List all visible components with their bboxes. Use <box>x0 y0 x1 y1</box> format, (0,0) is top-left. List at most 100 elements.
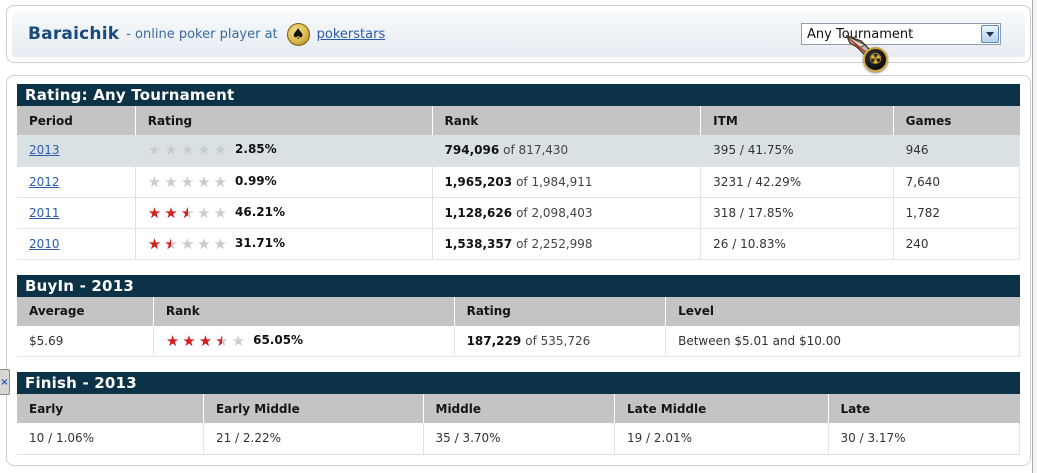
rank-value: 794,096 <box>444 143 500 158</box>
rank-total: of 2,252,998 <box>516 236 593 251</box>
buyin-col-header: Average <box>17 296 154 326</box>
finish-col-header: Late Middle <box>613 394 828 423</box>
rating-percent: 2.85% <box>235 142 277 157</box>
star-empty-icon: ★ <box>213 203 228 222</box>
star-empty-icon: ★ <box>147 141 162 160</box>
rank-total: of 1,984,911 <box>516 174 593 189</box>
star-rating: ★ ★ ★ ★ ★ <box>148 143 227 158</box>
period-link[interactable]: 2011 <box>29 205 60 220</box>
table-row: 10 / 1.06% 21 / 2.22% 35 / 3.70% 19 / 2.01%… <box>17 423 1020 455</box>
star-rating: ★ ★ ★ ★ ★ <box>147 234 228 253</box>
finish-col-header: Early Middle <box>202 394 423 423</box>
rank-cell: 794,096 of 817,430 <box>431 135 701 167</box>
rating-table-header-row: Period Rating Rank ITM Games <box>17 106 1020 135</box>
star-full-icon: ★ <box>198 331 213 350</box>
player-banner: Baraichik - online poker player at ♠ pok… <box>6 5 1031 63</box>
star-full-icon: ★ <box>182 331 196 350</box>
itm-cell: 395 / 41.75% <box>700 135 894 167</box>
buyin-rating-cell: 187,229 of 535,726 <box>453 325 666 357</box>
rating-col-header: ITM <box>700 106 894 135</box>
rating-cell: ★ ★ ★ ★ ★ 2.85% <box>134 135 433 167</box>
star-rating: ★ ★ ★ ★ ★ <box>165 331 245 350</box>
player-banner-inner: Baraichik - online poker player at ♠ pok… <box>12 11 1025 57</box>
star-empty-icon: ★ <box>197 203 211 222</box>
scrollbar-edge[interactable] <box>1032 0 1037 473</box>
finish-cell: 21 / 2.22% <box>202 423 423 455</box>
finish-col-header: Early <box>17 394 204 423</box>
period-cell: 2012 <box>17 166 136 198</box>
dropdown-arrow-icon[interactable] <box>981 25 999 43</box>
star-half-icon: ★ <box>215 333 228 349</box>
pokerstars-link[interactable]: pokerstars <box>316 26 386 42</box>
finish-section-title: Finish - 2013 <box>17 372 1020 394</box>
period-link[interactable]: 2012 <box>29 174 60 189</box>
period-cell: 2013 <box>17 135 136 167</box>
rank-value: 1,965,203 <box>444 174 513 189</box>
star-full-icon: ★ <box>164 203 178 222</box>
itm-cell: 26 / 10.83% <box>700 228 894 260</box>
average-cell: $5.69 <box>17 325 154 357</box>
rating-section-title: Rating: Any Tournament <box>17 84 1020 106</box>
star-empty-icon: ★ <box>213 141 228 160</box>
rating-col-header: Period <box>17 106 136 135</box>
player-name: Baraichik <box>28 24 120 44</box>
period-link[interactable]: 2010 <box>29 236 60 251</box>
rating-table: Period Rating Rank ITM Games 2013 ★ ★ ★ ★ ★ 2.85% 7… <box>17 106 1021 260</box>
star-full-icon: ★ <box>147 234 162 253</box>
star-empty-icon: ★ <box>164 141 178 160</box>
rating-cell: ★★★★★31.71% <box>134 228 433 260</box>
star-empty-icon: ★ <box>213 172 228 191</box>
rating-col-header: Rank <box>431 106 701 135</box>
star-empty-icon: ★ <box>197 141 211 160</box>
tournament-filter-value: Any Tournament <box>807 26 914 42</box>
buyin-section-title: BuyIn - 2013 <box>17 274 1020 297</box>
buyin-table-header-row: Average Rank Rating Level <box>17 296 1020 326</box>
rank-value: 1,538,357 <box>444 236 513 251</box>
tournament-filter-select[interactable]: Any Tournament <box>801 23 1001 45</box>
star-half-icon: ★ <box>164 236 177 252</box>
finish-section: Finish - 2013 Early Early Middle Middle Lat… <box>17 372 1020 455</box>
rank-total: of 817,430 <box>503 143 569 158</box>
rating-col-header: Games <box>892 106 1020 135</box>
star-rating: ★ ★ ★ ★ ★ <box>147 203 228 222</box>
finish-cell: 35 / 3.70% <box>422 423 615 455</box>
period-link[interactable]: 2013 <box>29 143 60 158</box>
table-row: 2012 ★ ★ ★ ★ ★ 0.99% 1,965,203 of 1,984,911 3231 … <box>17 166 1021 198</box>
level-cell: Between $5.01 and $10.00 <box>665 325 1020 357</box>
star-empty-icon: ★ <box>197 172 211 191</box>
itm-cell: 318 / 17.85% <box>700 197 894 229</box>
finish-cell: 19 / 2.01% <box>613 423 828 455</box>
rating-section: Rating: Any Tournament Period Rating Rank I… <box>17 84 1021 260</box>
buyin-col-header: Level <box>665 296 1020 326</box>
period-cell: 2011 <box>17 197 136 229</box>
finish-col-header: Middle <box>422 394 615 423</box>
finish-table-header-row: Early Early Middle Middle Late Middle Late <box>17 394 1020 423</box>
star-full-icon: ★ <box>147 203 162 222</box>
buyin-rank-cell: ★★★★★65.05% <box>152 325 455 357</box>
star-full-icon: ★ <box>165 331 180 350</box>
player-subtitle: - online poker player at <box>126 26 278 42</box>
star-half-icon: ★ <box>181 205 194 221</box>
clipped-close-button[interactable]: × <box>0 369 10 395</box>
star-empty-icon: ★ <box>197 234 211 253</box>
finish-cell: 30 / 3.17% <box>827 423 1020 455</box>
period-cell: 2010 <box>17 228 136 260</box>
games-cell: 240 <box>892 228 1021 260</box>
rating-cell: ★★★★★46.21% <box>134 197 433 229</box>
finish-cell: 10 / 1.06% <box>17 423 204 455</box>
buyin-col-header: Rank <box>152 296 455 326</box>
rank-value: 1,128,626 <box>444 205 513 220</box>
finish-table: Early Early Middle Middle Late Middle Late 1… <box>17 394 1020 455</box>
itm-cell: 3231 / 42.29% <box>700 166 894 198</box>
buyin-rating-total: of 535,726 <box>525 333 591 348</box>
rank-cell: 1,965,203 of 1,984,911 <box>431 166 701 198</box>
star-empty-icon: ★ <box>213 234 228 253</box>
games-cell: 1,782 <box>892 197 1021 229</box>
games-cell: 7,640 <box>892 166 1021 198</box>
buyin-section: BuyIn - 2013 Average Rank Rating Level $5.6… <box>17 274 1020 357</box>
stats-card: Rating: Any Tournament Period Rating Rank I… <box>6 75 1031 466</box>
finish-col-header: Late <box>827 394 1020 423</box>
